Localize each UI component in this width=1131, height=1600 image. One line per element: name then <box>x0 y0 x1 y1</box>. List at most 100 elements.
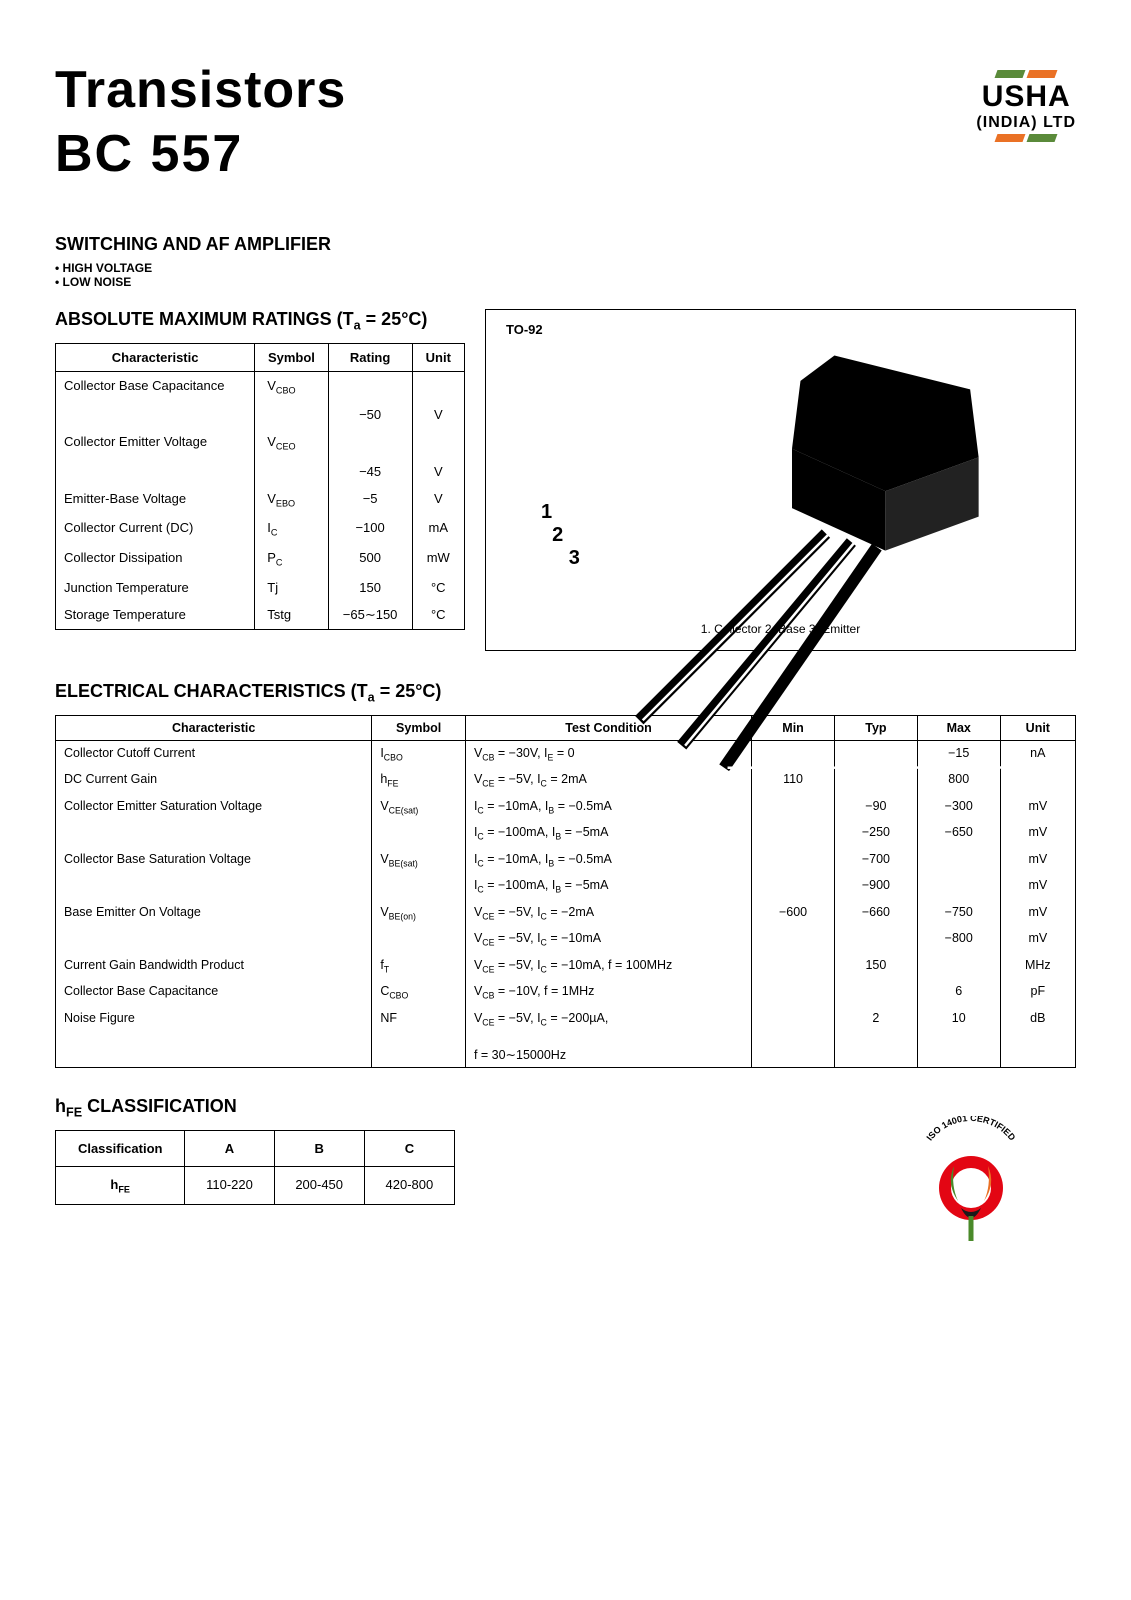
cell: −100 <box>328 514 412 544</box>
cell <box>917 1032 1000 1042</box>
cell: MHz <box>1000 953 1075 980</box>
col-header: Unit <box>412 343 464 371</box>
transistor-package-icon <box>546 330 1055 771</box>
cell: 200-450 <box>274 1166 364 1205</box>
table-row: IC = −100mA, IB = −5mA−250−650mV <box>56 820 1076 847</box>
cell: CCBO <box>372 979 466 1006</box>
row-label: hFE <box>56 1166 185 1205</box>
col-header: Symbol <box>372 715 466 740</box>
cell: −700 <box>834 847 917 874</box>
cell <box>752 1032 835 1042</box>
col-header: A <box>185 1130 274 1166</box>
cell: Collector Emitter Voltage <box>56 428 255 458</box>
title-line-1: Transistors <box>55 60 346 120</box>
cell: 10 <box>917 1006 1000 1033</box>
cell <box>752 873 835 900</box>
cell: mW <box>412 544 464 574</box>
cell: IC = −100mA, IB = −5mA <box>465 873 751 900</box>
cell <box>56 458 255 485</box>
cell: 150 <box>834 953 917 980</box>
table-row: Collector Base Saturation VoltageVBE(sat… <box>56 847 1076 874</box>
table-row: Junction TemperatureTj150°C <box>56 574 465 601</box>
cell: 500 <box>328 544 412 574</box>
cert-arc-text: ISO 14001 CERTIFIED <box>924 1116 1017 1143</box>
cell <box>752 1006 835 1033</box>
cell: mV <box>1000 873 1075 900</box>
col-header: Characteristic <box>56 343 255 371</box>
hfe-heading: hFE CLASSIFICATION <box>55 1096 455 1120</box>
feature-item: HIGH VOLTAGE <box>55 261 1076 275</box>
cell <box>834 926 917 953</box>
cell <box>56 1042 372 1068</box>
cell <box>752 794 835 821</box>
table-row: −50V <box>56 401 465 428</box>
cell: VCE(sat) <box>372 794 466 821</box>
table-row: Collector Base CapacitanceVCBO <box>56 371 465 401</box>
cell: PC <box>255 544 328 574</box>
cell <box>834 1042 917 1068</box>
cell <box>917 953 1000 980</box>
cell: −50 <box>328 401 412 428</box>
logo-subtitle: (INDIA) LTD <box>976 114 1076 132</box>
cell: VEBO <box>255 485 328 515</box>
cell <box>255 401 328 428</box>
table-row <box>56 1032 1076 1042</box>
cell: Collector Base Capacitance <box>56 371 255 401</box>
svg-text:ISO 14001 CERTIFIED: ISO 14001 CERTIFIED <box>924 1116 1017 1143</box>
cell: VCE = −5V, IC = −10mA, f = 100MHz <box>465 953 751 980</box>
cell: f = 30∼15000Hz <box>465 1042 751 1068</box>
table-row: VCE = −5V, IC = −10mA−800mV <box>56 926 1076 953</box>
logo-bars-top <box>976 70 1076 78</box>
col-header: Characteristic <box>56 715 372 740</box>
cell: −650 <box>917 820 1000 847</box>
cell: Tj <box>255 574 328 601</box>
cell <box>752 820 835 847</box>
cell: V <box>412 401 464 428</box>
table-row: f = 30∼15000Hz <box>56 1042 1076 1068</box>
col-header: Symbol <box>255 343 328 371</box>
certification-badge-icon: ISO 14001 CERTIFIED <box>906 1116 1036 1246</box>
table-row: −45V <box>56 458 465 485</box>
cell: VBE(on) <box>372 900 466 927</box>
cell: IC = −10mA, IB = −0.5mA <box>465 794 751 821</box>
cell: DC Current Gain <box>56 767 372 794</box>
cell: mV <box>1000 847 1075 874</box>
logo-bar-orange-icon <box>995 134 1026 142</box>
cell: −600 <box>752 900 835 927</box>
cell: 420-800 <box>364 1166 454 1205</box>
cell: −90 <box>834 794 917 821</box>
cell: 150 <box>328 574 412 601</box>
cell: mV <box>1000 926 1075 953</box>
cell: 2 <box>834 1006 917 1033</box>
pin-numbers: 1 2 3 <box>541 501 580 570</box>
cell <box>752 926 835 953</box>
cell: fT <box>372 953 466 980</box>
table-row: Current Gain Bandwidth ProductfTVCE = −5… <box>56 953 1076 980</box>
package-section: TO-92 1 2 3 1. Collector 2. Base 3 <box>485 309 1076 651</box>
table-row: hFE 110-220 200-450 420-800 <box>56 1166 455 1205</box>
package-box: TO-92 1 2 3 1. Collector 2. Base 3 <box>485 309 1076 651</box>
cell <box>56 401 255 428</box>
feature-list: HIGH VOLTAGE LOW NOISE <box>55 261 1076 289</box>
table-header-row: Classification A B C <box>56 1130 455 1166</box>
max-ratings-table: Characteristic Symbol Rating Unit Collec… <box>55 343 465 630</box>
cell: °C <box>412 574 464 601</box>
cell <box>917 847 1000 874</box>
cell <box>917 1042 1000 1068</box>
hfe-section: hFE CLASSIFICATION Classification A B C … <box>55 1096 1076 1246</box>
cell: mA <box>412 514 464 544</box>
cell <box>465 1032 751 1042</box>
cell <box>372 926 466 953</box>
cell <box>56 820 372 847</box>
cell <box>752 1042 835 1068</box>
col-header: Classification <box>56 1130 185 1166</box>
cell <box>372 873 466 900</box>
cell: hFE <box>372 767 466 794</box>
product-subtitle: SWITCHING AND AF AMPLIFIER <box>55 234 1076 255</box>
cell: dB <box>1000 1006 1075 1033</box>
cell: °C <box>412 601 464 630</box>
cell: VCE = −5V, IC = −200µA, <box>465 1006 751 1033</box>
cell: Storage Temperature <box>56 601 255 630</box>
cell: V <box>412 458 464 485</box>
cell <box>834 979 917 1006</box>
